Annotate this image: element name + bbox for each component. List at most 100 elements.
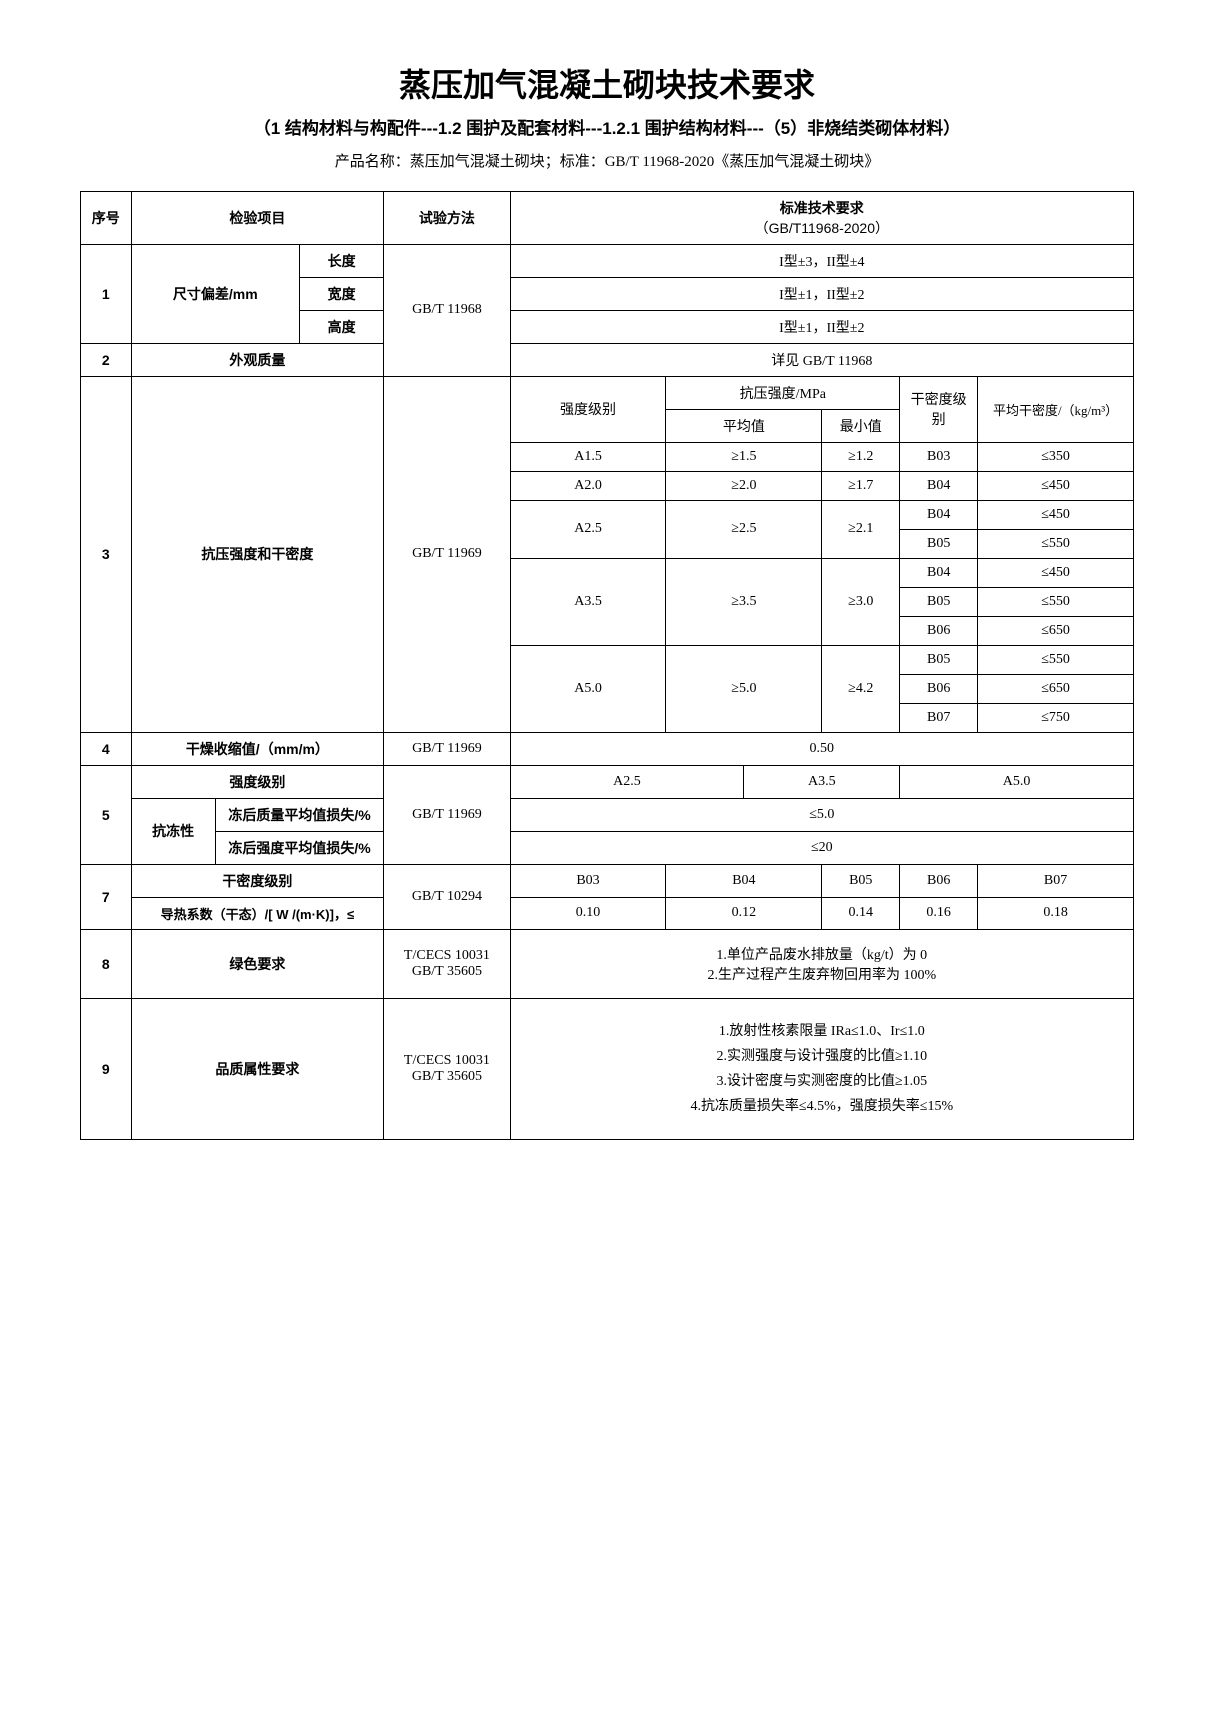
r1-no: 1 [81, 244, 132, 343]
table-cell: B07 [900, 703, 978, 732]
r5-g1: A2.5 [510, 765, 744, 798]
r7-grade-label: 干密度级别 [131, 864, 384, 897]
table-cell: ≥5.0 [666, 645, 822, 732]
hdr-item: 检验项目 [131, 191, 384, 244]
table-cell: ≥4.2 [822, 645, 900, 732]
hdr-req: 标准技术要求 （GB/T11968-2020） [510, 191, 1133, 244]
r5-no: 5 [81, 765, 132, 864]
r7-no: 7 [81, 864, 132, 929]
spec-table: 序号 检验项目 试验方法 标准技术要求 （GB/T11968-2020） 1 尺… [80, 191, 1134, 1141]
table-cell: A5.0 [510, 645, 666, 732]
r4-method: GB/T 11969 [384, 732, 510, 765]
table-cell: ≤450 [978, 558, 1134, 587]
hdr-method: 试验方法 [384, 191, 510, 244]
r8-item: 绿色要求 [131, 929, 384, 998]
table-cell: 0.16 [900, 897, 978, 929]
table-cell: 0.14 [822, 897, 900, 929]
table-cell: 0.12 [666, 897, 822, 929]
r5-vmass: ≤5.0 [510, 798, 1133, 831]
table-cell: ≤650 [978, 616, 1134, 645]
table-cell: B05 [900, 645, 978, 674]
r4-val: 0.50 [510, 732, 1133, 765]
r5-g3: A5.0 [900, 765, 1134, 798]
table-cell: B06 [900, 616, 978, 645]
r3-no: 3 [81, 376, 132, 732]
table-cell: B04 [900, 558, 978, 587]
r5-vstr: ≤20 [510, 831, 1133, 864]
doc-title: 蒸压加气混凝土砌块技术要求 [80, 60, 1134, 106]
table-cell: ≤350 [978, 442, 1134, 471]
r9-val: 1.放射性核素限量 IRa≤1.0、Ir≤1.0 2.实测强度与设计强度的比值≥… [510, 998, 1133, 1140]
r3-h-dens: 平均干密度/（kg/m³） [978, 376, 1134, 442]
table-cell: ≥2.5 [666, 500, 822, 558]
r5-item: 抗冻性 [131, 798, 215, 864]
table-cell: ≤450 [978, 500, 1134, 529]
table-cell: B05 [900, 529, 978, 558]
table-cell: ≥3.0 [822, 558, 900, 645]
r1-vlen: I型±3，II型±4 [510, 244, 1133, 277]
r1-method: GB/T 11968 [384, 244, 510, 376]
product-line: 产品名称：蒸压加气混凝土砌块；标准：GB/T 11968-2020《蒸压加气混凝… [80, 150, 1134, 171]
r1-hei: 高度 [300, 310, 384, 343]
r7-method: GB/T 10294 [384, 864, 510, 929]
r1-vwid: I型±1，II型±2 [510, 277, 1133, 310]
table-cell: ≥1.2 [822, 442, 900, 471]
r9-no: 9 [81, 998, 132, 1140]
r3-method: GB/T 11969 [384, 376, 510, 732]
r3-h-dens-grade: 干密度级别 [900, 376, 978, 442]
table-cell: A2.5 [510, 500, 666, 558]
r3-h-grade: 强度级别 [510, 376, 666, 442]
r4-item: 干燥收缩值/（mm/m） [131, 732, 384, 765]
table-cell: ≤550 [978, 587, 1134, 616]
table-cell: 0.10 [510, 897, 666, 929]
hdr-req-sub: （GB/T11968-2020） [755, 220, 889, 236]
table-cell: B05 [900, 587, 978, 616]
table-cell: ≤550 [978, 645, 1134, 674]
r1-vhei: I型±1，II型±2 [510, 310, 1133, 343]
table-cell: B07 [978, 864, 1134, 897]
r2-val: 详见 GB/T 11968 [510, 343, 1133, 376]
table-cell: A2.0 [510, 471, 666, 500]
hdr-req-text: 标准技术要求 [780, 200, 864, 216]
doc-subtitle: （1 结构材料与构配件---1.2 围护及配套材料---1.2.1 围护结构材料… [80, 116, 1134, 142]
table-cell: ≥3.5 [666, 558, 822, 645]
table-cell: ≥1.7 [822, 471, 900, 500]
r5-str-loss: 冻后强度平均值损失/% [215, 831, 383, 864]
r8-val: 1.单位产品废水排放量（kg/t）为 0 2.生产过程产生废弃物回用率为 100… [510, 929, 1133, 998]
table-cell: ≥2.0 [666, 471, 822, 500]
r8-method: T/CECS 10031 GB/T 35605 [384, 929, 510, 998]
table-cell: A1.5 [510, 442, 666, 471]
r3-h-avg: 平均值 [666, 409, 822, 442]
table-cell: B06 [900, 864, 978, 897]
r1-len: 长度 [300, 244, 384, 277]
table-cell: B04 [666, 864, 822, 897]
table-cell: ≤550 [978, 529, 1134, 558]
r5-method: GB/T 11969 [384, 765, 510, 864]
table-cell: B05 [822, 864, 900, 897]
r9-method: T/CECS 10031 GB/T 35605 [384, 998, 510, 1140]
r5-grade-label: 强度级别 [131, 765, 384, 798]
table-cell: ≤750 [978, 703, 1134, 732]
r8-no: 8 [81, 929, 132, 998]
r5-g2: A3.5 [744, 765, 900, 798]
table-cell: B03 [900, 442, 978, 471]
table-cell: 0.18 [978, 897, 1134, 929]
r3-h-min: 最小值 [822, 409, 900, 442]
table-cell: B06 [900, 674, 978, 703]
table-cell: A3.5 [510, 558, 666, 645]
table-cell: ≥1.5 [666, 442, 822, 471]
r7-item: 导热系数（干态）/[ W /(m·K)]，≤ [131, 897, 384, 929]
r9-item: 品质属性要求 [131, 998, 384, 1140]
table-cell: ≤450 [978, 471, 1134, 500]
table-cell: B04 [900, 500, 978, 529]
table-cell: ≥2.1 [822, 500, 900, 558]
r1-wid: 宽度 [300, 277, 384, 310]
r2-no: 2 [81, 343, 132, 376]
r4-no: 4 [81, 732, 132, 765]
r3-h-strength: 抗压强度/MPa [666, 376, 900, 409]
r1-item: 尺寸偏差/mm [131, 244, 299, 343]
hdr-no: 序号 [81, 191, 132, 244]
r2-item: 外观质量 [131, 343, 384, 376]
table-cell: B03 [510, 864, 666, 897]
r3-item: 抗压强度和干密度 [131, 376, 384, 732]
